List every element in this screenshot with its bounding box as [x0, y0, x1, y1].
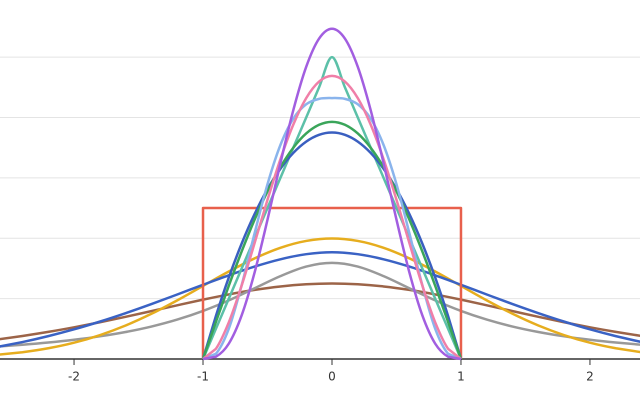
x-tick-label: -2	[68, 370, 80, 384]
x-tick-label: -1	[197, 370, 209, 384]
kernel-curve	[202, 96, 462, 361]
kernel-curve	[0, 282, 640, 341]
x-tick-label: 1	[457, 370, 465, 384]
kernel-curve	[202, 27, 462, 361]
kernel-curve	[201, 131, 463, 360]
x-tick-label: 2	[586, 370, 594, 384]
kernel-curve	[0, 250, 640, 348]
x-tick-label: 0	[328, 370, 336, 384]
kernel-curve	[201, 206, 463, 359]
kernel-curve	[0, 237, 640, 356]
kernel-curve	[202, 74, 462, 360]
kernel-curve	[201, 120, 463, 360]
kernel-curve	[0, 261, 640, 348]
